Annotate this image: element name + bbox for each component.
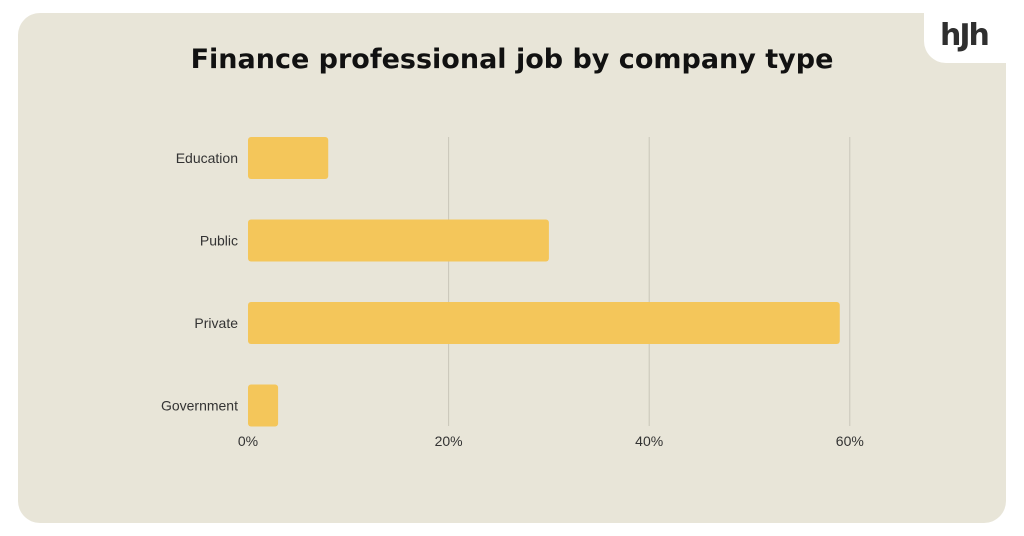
bar-education — [248, 137, 329, 179]
chart-title: Finance professional job by company type — [190, 44, 834, 75]
category-label-government: Government — [161, 398, 238, 414]
logo-tab — [924, 13, 1006, 63]
bar-government — [248, 384, 279, 427]
category-label-education: Education — [176, 150, 238, 166]
category-label-private: Private — [194, 315, 238, 331]
x-tick-label: 60% — [836, 433, 864, 449]
x-tick-label: 40% — [635, 433, 663, 449]
category-label-public: Public — [200, 233, 238, 249]
gridlines — [448, 137, 851, 426]
brand-logo: hJh — [940, 18, 990, 53]
bars — [248, 137, 840, 427]
bar-public — [248, 219, 549, 262]
category-labels: Education Public Private Government — [161, 150, 238, 414]
bar-private — [248, 302, 840, 344]
chart-card — [18, 13, 1006, 523]
x-tick-label: 20% — [435, 433, 463, 449]
x-tick-label: 0% — [238, 433, 258, 449]
x-tick-labels: 0% 20% 40% 60% — [238, 433, 864, 449]
